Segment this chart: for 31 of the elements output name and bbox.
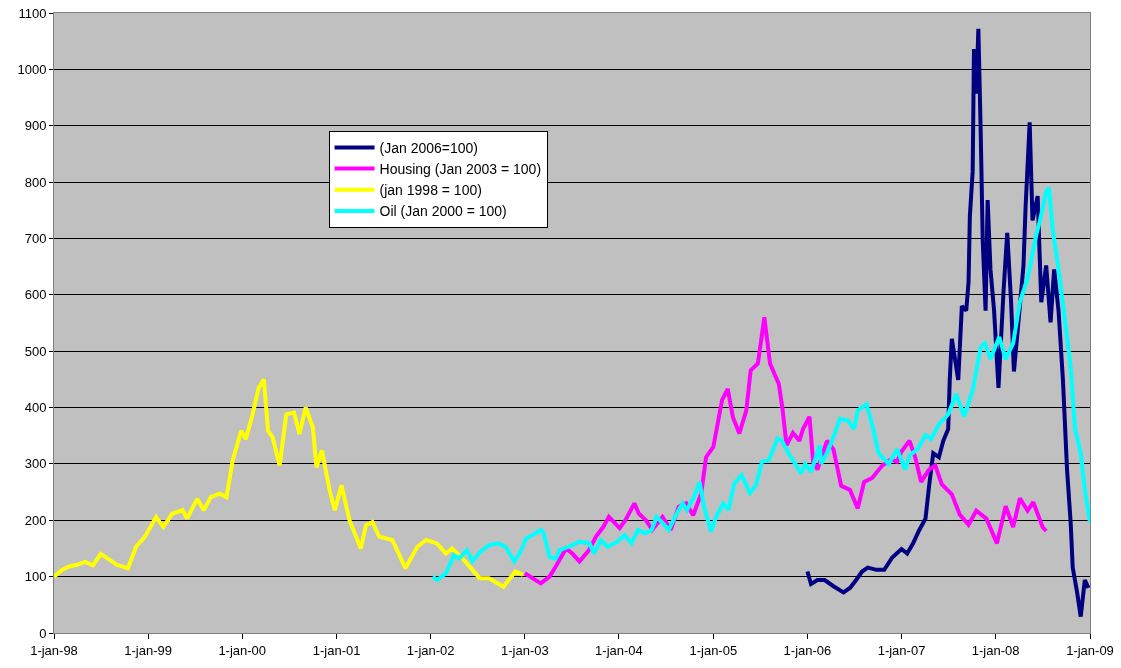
x-tick-label: 1-jan-05 — [689, 642, 738, 658]
line-series — [54, 377, 526, 589]
x-tick-label: 1-jan-00 — [218, 642, 267, 658]
legend-label: (Jan 2006=100) — [379, 139, 479, 156]
legend-label: Oil (Jan 2000 = 100) — [379, 203, 507, 220]
line-series — [522, 315, 1049, 586]
y-tick-label: 600 — [24, 287, 47, 303]
x-tick-label: 1-jan-01 — [312, 642, 361, 658]
y-tick-label: 100 — [24, 569, 47, 585]
y-tick-label: 500 — [24, 343, 47, 359]
y-tick-label: 1000 — [17, 61, 47, 77]
line-series — [805, 26, 1090, 619]
x-tick-label: 1-jan-06 — [783, 642, 832, 658]
y-tick-label: 400 — [24, 400, 47, 416]
x-tick-label: 1-jan-98 — [30, 642, 78, 658]
y-tick-label: 300 — [24, 456, 47, 472]
y-tick-label: 700 — [24, 231, 47, 246]
y-tick-label: 800 — [24, 174, 47, 190]
x-tick-label: 1-jan-08 — [971, 642, 1020, 658]
legend-label: Housing (Jan 2003 = 100) — [379, 161, 542, 178]
y-tick-label: 0 — [39, 625, 47, 641]
y-tick-label: 900 — [24, 118, 47, 134]
y-tick-label: 200 — [24, 512, 47, 528]
legend-label: (jan 1998 = 100) — [379, 182, 482, 199]
y-tick-label: 1100 — [18, 5, 47, 21]
x-tick-label: 1-jan-04 — [595, 642, 643, 658]
x-tick-label: 1-jan-03 — [500, 642, 549, 658]
x-tick-label: 1-jan-07 — [877, 642, 926, 658]
x-tick-label: 1-jan-02 — [406, 642, 455, 658]
x-tick-label: 1-jan-99 — [124, 642, 172, 658]
x-tick-label: 1-jan-09 — [1066, 642, 1114, 658]
